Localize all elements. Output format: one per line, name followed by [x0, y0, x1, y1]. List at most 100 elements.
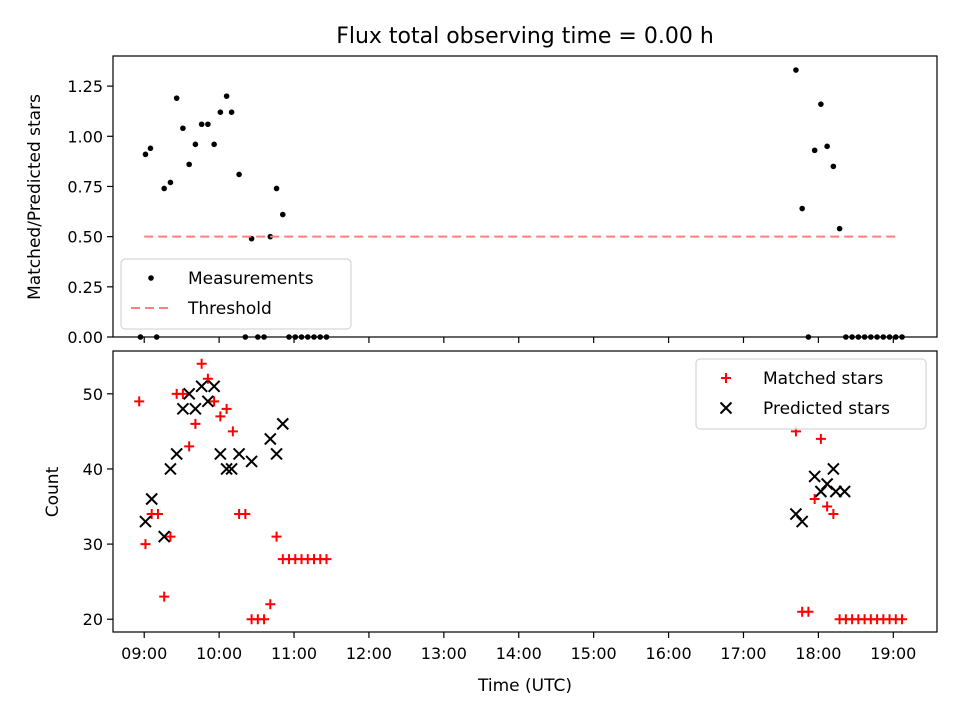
measurement-point — [811, 147, 818, 154]
measurement-point — [818, 101, 824, 107]
x-tick-label: 15:00 — [571, 644, 617, 663]
predicted-star-point — [207, 380, 221, 393]
bottom-legend: Matched stars Predicted stars — [695, 358, 927, 430]
x-tick-label: 13:00 — [421, 644, 467, 663]
predicted-star-point — [182, 387, 196, 401]
legend-swatch — [719, 401, 733, 415]
legend-label: Measurements — [188, 269, 314, 289]
y-tick-label: 40 — [83, 460, 103, 479]
y-tick-label: 0.25 — [67, 278, 103, 297]
measurement-point — [173, 95, 180, 101]
y-tick-label: 50 — [83, 385, 103, 404]
x-tick-label: 16:00 — [646, 644, 692, 663]
matched-star-point — [321, 554, 332, 565]
predicted-star-point — [276, 417, 290, 431]
measurement-point — [279, 211, 286, 218]
predicted-star-point — [145, 492, 158, 506]
y-tick-label: 30 — [83, 535, 103, 554]
measurement-point — [198, 121, 205, 128]
top-x-ticks — [143, 337, 894, 343]
matched-star-point — [184, 441, 195, 452]
matched-star-point — [809, 494, 820, 505]
matched-star-point — [202, 373, 213, 384]
measurement-point — [793, 67, 799, 73]
x-tick-label: 17:00 — [720, 644, 766, 663]
matched-star-point — [140, 539, 151, 550]
matched-star-point — [822, 501, 833, 512]
matched-star-point — [159, 591, 170, 602]
measurement-point — [223, 93, 230, 99]
matched-star-point — [221, 403, 232, 414]
measurement-point — [228, 109, 235, 115]
y-tick-label: 1.00 — [67, 127, 103, 146]
predicted-star-point — [225, 462, 238, 476]
measurement-point — [180, 125, 186, 132]
x-tick-label: 10:00 — [196, 644, 242, 663]
y-tick-label: 0.50 — [67, 228, 103, 247]
legend-label: Predicted stars — [763, 399, 890, 419]
matched-star-point — [177, 388, 188, 399]
matched-star-point — [803, 606, 814, 617]
measurement-point — [167, 179, 174, 186]
predicted-star-point — [189, 402, 202, 416]
legend-label: Matched stars — [763, 369, 883, 389]
measurement-point — [824, 143, 830, 150]
legend-swatch — [148, 275, 154, 281]
legend-swatch — [721, 373, 731, 383]
measurement-point — [217, 109, 224, 115]
matched-star-point — [240, 509, 251, 520]
bottom-x-ticks: 09:00 10:00 11:00 12:00 13:00 14:00 15:00 16:00… — [121, 632, 916, 663]
top-legend: Measurements Threshold — [120, 258, 352, 330]
measurement-point — [211, 141, 217, 148]
matched-star-point — [828, 509, 839, 520]
x-tick-label: 18:00 — [795, 644, 841, 663]
measurement-point — [830, 163, 837, 170]
measurement-point — [147, 145, 154, 152]
x-tick-label: 11:00 — [271, 644, 317, 663]
predicted-star-point — [838, 485, 851, 498]
legend-box — [120, 258, 352, 330]
matched-star-point — [265, 599, 276, 610]
x-tick-label: 12:00 — [346, 644, 392, 663]
predicted-star-point — [220, 462, 233, 476]
matched-star-point — [209, 396, 220, 407]
bottom-xlabel: Time (UTC) — [477, 676, 572, 696]
y-tick-label: 0.00 — [67, 328, 103, 347]
top-y-ticks: 0.00 0.25 0.50 0.75 1.00 1.25 — [67, 77, 113, 347]
predicted-star-point — [176, 402, 190, 416]
measurement-point — [186, 161, 192, 168]
legend-label: Threshold — [187, 299, 272, 319]
top-panel: Matched/Predicted stars 0.00 0.25 0.50 0.75… — [25, 55, 938, 347]
top-plot-marks — [137, 67, 905, 340]
predicted-star-point — [827, 462, 840, 476]
measurement-point — [799, 205, 805, 212]
x-tick-label: 14:00 — [496, 644, 542, 663]
measurement-point — [836, 225, 843, 232]
predicted-star-point — [170, 447, 183, 461]
predicted-star-point — [245, 455, 258, 468]
bottom-plot-marks — [134, 358, 908, 625]
predicted-star-point — [264, 432, 277, 446]
matched-star-point — [196, 358, 207, 369]
matched-star-point — [152, 509, 163, 520]
matched-star-point — [165, 531, 176, 542]
y-tick-label: 20 — [83, 610, 103, 629]
top-axes-frame — [112, 55, 938, 338]
matched-star-point — [897, 614, 908, 625]
measurement-point — [161, 185, 167, 192]
measurement-point — [192, 141, 199, 148]
matched-star-point — [215, 411, 226, 422]
legend-box — [695, 358, 927, 430]
predicted-star-point — [157, 530, 171, 543]
matched-star-point — [259, 614, 270, 625]
bottom-panel: Count Time (UTC) 20 30 40 50 09:00 10:00 11:0… — [43, 350, 938, 696]
x-tick-label: 09:00 — [121, 644, 167, 663]
bottom-axes-frame — [112, 350, 938, 633]
chart-title: Flux total observing time = 0.00 h — [336, 24, 714, 49]
predicted-star-point — [232, 447, 246, 461]
predicted-star-point — [808, 470, 821, 483]
predicted-star-point — [214, 447, 227, 461]
y-tick-label: 1.25 — [67, 77, 103, 96]
predicted-star-point — [195, 380, 208, 393]
